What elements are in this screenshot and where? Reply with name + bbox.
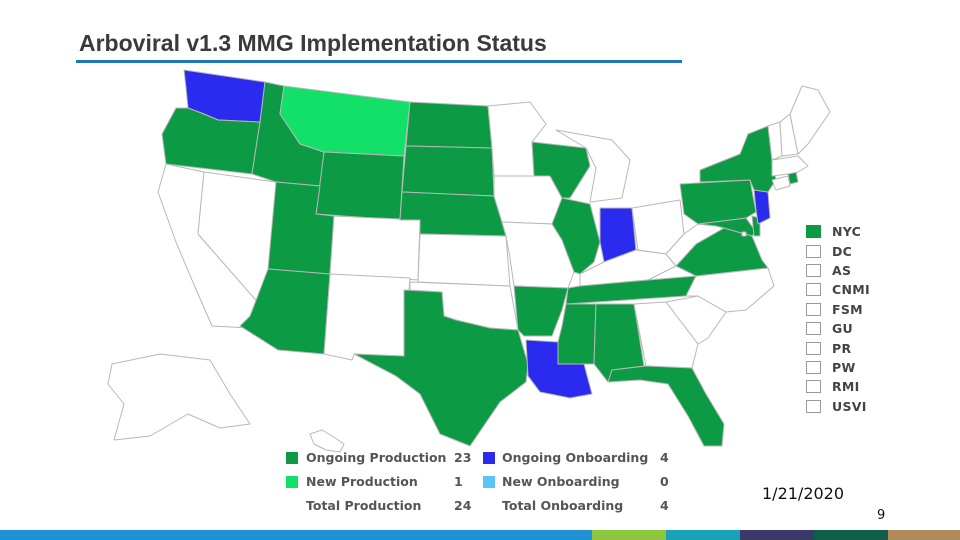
- state-AR: [513, 285, 569, 337]
- state-CO: [329, 215, 421, 281]
- territory-status-box: [806, 380, 821, 394]
- state-DC: [741, 231, 747, 237]
- state-IA: [493, 175, 563, 225]
- total-onboarding-count: 4: [660, 498, 669, 513]
- state-MA: [771, 155, 809, 177]
- page-number: 9: [877, 508, 886, 523]
- territory-status-box: [806, 399, 821, 413]
- state-KS: [417, 233, 511, 287]
- state-WI: [531, 141, 591, 199]
- territory-label: NYC: [832, 224, 862, 240]
- state-SC: [665, 295, 727, 345]
- state-GA: [633, 301, 699, 369]
- new-onboarding-label: New Onboarding: [502, 474, 620, 489]
- state-ND: [405, 101, 493, 149]
- footer-segment: [740, 530, 814, 540]
- state-NM: [323, 273, 411, 361]
- state-AK: [107, 353, 251, 441]
- new-production-count: 1: [454, 474, 463, 489]
- territory-label: RMI: [832, 379, 860, 395]
- new-production-label: New Production: [306, 474, 418, 489]
- legend-row-totals: Total Production 24 Total Onboarding 4: [286, 497, 686, 521]
- territory-item: NYC: [806, 222, 886, 241]
- state-FL: [607, 365, 725, 447]
- total-onboarding-label: Total Onboarding: [502, 498, 624, 513]
- state-PA: [679, 179, 757, 225]
- territory-status-box: [806, 283, 821, 297]
- ongoing-onboarding-count: 4: [660, 450, 669, 465]
- ongoing-onboarding-swatch: [483, 452, 495, 464]
- state-TX: [353, 289, 529, 447]
- total-production-count: 24: [454, 498, 472, 513]
- ongoing-production-swatch: [286, 452, 298, 464]
- territories-list: NYC DC AS CNMI FSM GU PR PW RMI USVI: [806, 222, 886, 416]
- territory-item: RMI: [806, 377, 886, 396]
- territory-status-box: [806, 225, 821, 239]
- territory-item: PR: [806, 338, 886, 357]
- territory-label: PR: [832, 340, 852, 356]
- state-SD: [401, 145, 495, 197]
- territory-item: GU: [806, 319, 886, 338]
- footer-segment: [296, 530, 592, 540]
- title-underline: [76, 60, 682, 63]
- territory-label: CNMI: [832, 282, 870, 298]
- slide-date: 1/21/2020: [762, 484, 845, 503]
- territory-status-box: [806, 244, 821, 258]
- legend-row-2: New Production 1 New Onboarding 0: [286, 473, 686, 497]
- new-onboarding-swatch: [483, 476, 495, 488]
- total-production-label: Total Production: [306, 498, 422, 513]
- territory-item: USVI: [806, 397, 886, 416]
- territory-label: GU: [832, 321, 854, 337]
- territory-item: CNMI: [806, 280, 886, 299]
- legend-row-1: Ongoing Production 23 Ongoing Onboarding…: [286, 449, 686, 473]
- territory-status-box: [806, 341, 821, 355]
- territory-item: AS: [806, 261, 886, 280]
- ongoing-production-label: Ongoing Production: [306, 450, 447, 465]
- state-HI: [309, 429, 345, 453]
- territory-item: DC: [806, 241, 886, 260]
- us-states-map: [107, 69, 831, 453]
- footer-segment: [0, 530, 296, 540]
- state-WY: [315, 151, 405, 221]
- footer-color-bar: [0, 530, 960, 540]
- state-NC: [685, 267, 775, 313]
- slide-title: Arboviral v1.3 MMG Implementation Status: [79, 30, 547, 56]
- footer-segment: [814, 530, 888, 540]
- state-MI: [555, 129, 631, 203]
- territory-label: DC: [832, 243, 853, 259]
- state-MS: [557, 303, 597, 365]
- territory-item: FSM: [806, 300, 886, 319]
- ongoing-production-count: 23: [454, 450, 472, 465]
- new-onboarding-count: 0: [660, 474, 669, 489]
- footer-segment: [666, 530, 740, 540]
- territory-status-box: [806, 322, 821, 336]
- territory-label: AS: [832, 262, 852, 278]
- footer-segment: [888, 530, 960, 540]
- territory-label: PW: [832, 359, 856, 375]
- territory-item: PW: [806, 358, 886, 377]
- territory-label: FSM: [832, 301, 863, 317]
- territory-label: USVI: [832, 398, 867, 414]
- territory-status-box: [806, 263, 821, 277]
- footer-segment: [592, 530, 666, 540]
- status-legend: Ongoing Production 23 Ongoing Onboarding…: [286, 449, 686, 521]
- territory-status-box: [806, 360, 821, 374]
- state-CT: [771, 175, 791, 191]
- new-production-swatch: [286, 476, 298, 488]
- ongoing-onboarding-label: Ongoing Onboarding: [502, 450, 649, 465]
- state-ME: [789, 85, 831, 155]
- territory-status-box: [806, 302, 821, 316]
